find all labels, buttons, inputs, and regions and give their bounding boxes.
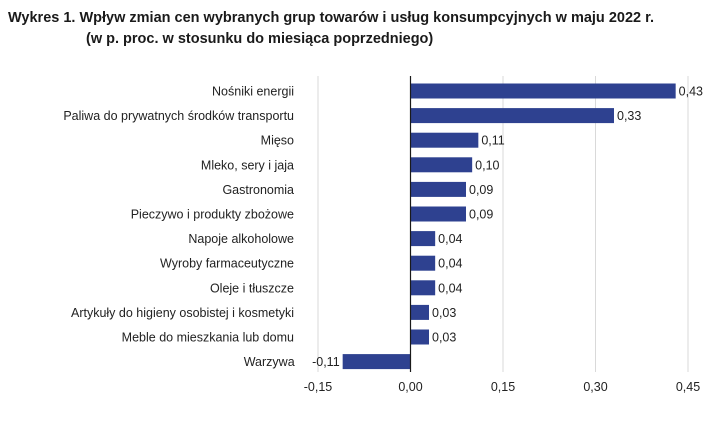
bar xyxy=(410,231,436,247)
category-label: Oleje i tłuszcze xyxy=(210,281,294,295)
x-tick-label: 0,00 xyxy=(398,380,422,394)
category-label: Napoje alkoholowe xyxy=(188,232,294,246)
value-label: 0,04 xyxy=(438,257,462,271)
bar xyxy=(410,255,436,271)
x-tick-label: 0,15 xyxy=(491,380,515,394)
value-label: 0,04 xyxy=(438,232,462,246)
category-label: Warzywa xyxy=(244,355,295,369)
bar xyxy=(410,132,479,148)
category-label: Nośniki energii xyxy=(212,85,294,99)
category-label: Paliwa do prywatnych środków transportu xyxy=(63,109,294,123)
value-label: -0,11 xyxy=(312,355,340,369)
category-label: Wyroby farmaceutyczne xyxy=(160,257,294,271)
value-label: 0,03 xyxy=(432,306,456,320)
value-label: 0,09 xyxy=(469,208,493,222)
bar xyxy=(410,181,466,197)
chart-title-block: Wykres 1. Wpływ zmian cen wybranych grup… xyxy=(8,8,654,50)
bar xyxy=(342,354,411,370)
value-label: 0,09 xyxy=(469,183,493,197)
chart-title: Wykres 1. Wpływ zmian cen wybranych grup… xyxy=(8,10,654,26)
value-label: 0,03 xyxy=(432,331,456,345)
category-label: Artykuły do higieny osobistej i kosmetyk… xyxy=(71,306,294,320)
category-label: Mięso xyxy=(261,134,294,148)
category-label: Gastronomia xyxy=(222,183,294,197)
bar xyxy=(410,108,614,124)
value-label: 0,11 xyxy=(481,134,504,148)
x-tick-label: -0,15 xyxy=(304,380,333,394)
value-label: 0,33 xyxy=(617,109,641,123)
bar xyxy=(410,157,473,173)
bar xyxy=(410,280,436,296)
category-label: Pieczywo i produkty zbożowe xyxy=(131,208,294,222)
value-label: 0,43 xyxy=(679,85,703,99)
chart-subtitle: (w p. proc. w stosunku do miesiąca poprz… xyxy=(86,31,434,47)
bar xyxy=(410,304,429,320)
bar xyxy=(410,206,466,222)
value-label: 0,04 xyxy=(438,281,462,295)
bar xyxy=(410,329,429,345)
category-label: Mleko, sery i jaja xyxy=(201,158,294,172)
bar xyxy=(410,83,676,99)
x-tick-label: 0,30 xyxy=(583,380,607,394)
value-label: 0,10 xyxy=(475,158,499,172)
category-label: Meble do mieszkania lub domu xyxy=(122,331,294,345)
x-tick-label: 0,45 xyxy=(676,380,700,394)
